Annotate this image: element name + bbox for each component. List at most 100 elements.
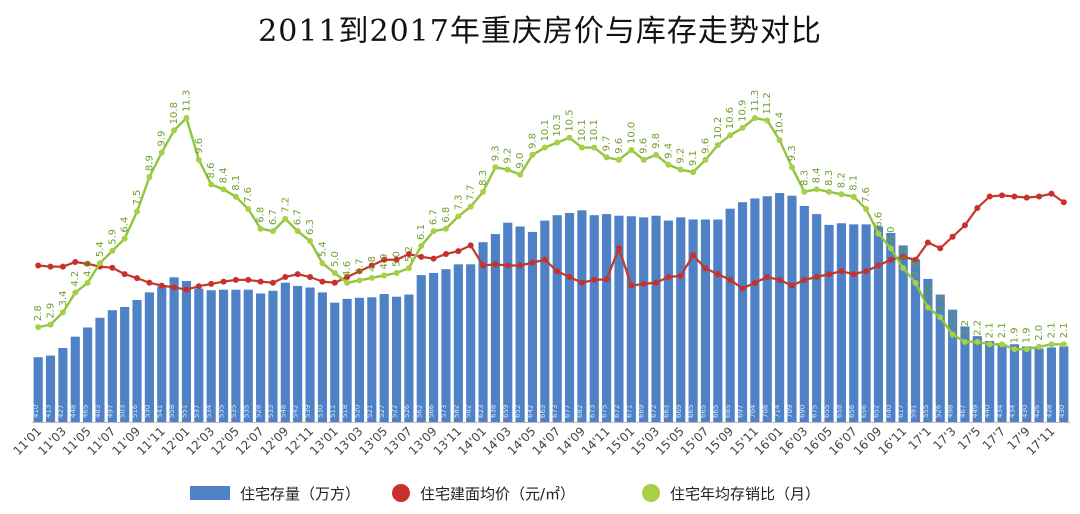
ratio-point-11'02 bbox=[47, 321, 54, 328]
bar-11'02 bbox=[45, 355, 56, 422]
ratio-point-14'03 bbox=[504, 166, 511, 173]
ratio-value-label: 2.2 bbox=[960, 320, 971, 336]
ratio-value-label: 6.7 bbox=[293, 209, 304, 225]
ratio-point-13'05 bbox=[381, 272, 388, 279]
ratio-value-label: 9.7 bbox=[602, 135, 613, 151]
bar-value-label: 535 bbox=[242, 405, 250, 418]
ratio-point-14'05 bbox=[529, 151, 536, 158]
ratio-value-label: 9.2 bbox=[676, 148, 687, 164]
bar-16'08 bbox=[861, 224, 871, 422]
bar-labels-layer: 410 413 427 448 465 483 497 503 516 530 541 558 551 5… bbox=[32, 404, 1066, 418]
ratio-point-15'06 bbox=[690, 169, 697, 176]
bar-value-label: 714 bbox=[774, 404, 782, 418]
bar-12'12 bbox=[317, 292, 327, 422]
price-point-16'12 bbox=[912, 256, 919, 263]
ratio-point-11'11 bbox=[158, 149, 165, 156]
bar-12'06 bbox=[243, 289, 253, 422]
ratio-point-14'12 bbox=[615, 156, 622, 163]
ratio-value-label: 9.1 bbox=[688, 150, 699, 166]
bar-value-label: 449 bbox=[971, 405, 979, 418]
price-point-13'02 bbox=[344, 274, 351, 280]
price-point-14'05 bbox=[529, 259, 536, 266]
ratio-point-12'02 bbox=[195, 156, 202, 163]
bar-14'07 bbox=[552, 215, 562, 422]
ratio-point-17'4 bbox=[961, 338, 968, 345]
bar-12'05 bbox=[231, 289, 241, 422]
ratio-point-13'10 bbox=[442, 225, 449, 232]
ratio-point-12'09 bbox=[282, 215, 289, 222]
bar-11'01 bbox=[33, 357, 43, 422]
bar-16'07 bbox=[849, 224, 859, 422]
bar-value-label: 467 bbox=[959, 405, 967, 418]
price-point-13'08 bbox=[418, 253, 425, 260]
ratio-point-16'06 bbox=[838, 191, 845, 198]
bar-value-label: 665 bbox=[712, 405, 720, 418]
bar-value-label: 582 bbox=[465, 405, 473, 418]
ratio-value-label: 3.2 bbox=[935, 295, 946, 311]
ratio-value-label: 10.0 bbox=[626, 122, 637, 144]
bar-value-label: 511 bbox=[329, 405, 337, 418]
price-point-13'06 bbox=[393, 256, 400, 263]
ratio-value-label: 4.6 bbox=[342, 261, 353, 277]
ratio-value-label: 7.6 bbox=[861, 187, 872, 203]
bar-value-label: 448 bbox=[69, 405, 77, 418]
ratio-point-11'09 bbox=[134, 208, 141, 215]
ratio-value-label: 6.4 bbox=[120, 217, 131, 233]
ratio-point-14'07 bbox=[554, 139, 561, 146]
bar-13'04 bbox=[367, 297, 377, 422]
ratio-value-label: 10.1 bbox=[540, 119, 551, 141]
price-point-15'07 bbox=[702, 265, 709, 272]
ratio-value-label: 9.9 bbox=[157, 131, 168, 147]
ratio-point-13'12 bbox=[467, 203, 474, 210]
bar-15'02 bbox=[639, 217, 649, 422]
ratio-value-label: 9.6 bbox=[700, 138, 711, 154]
price-point-17'8 bbox=[1011, 193, 1018, 200]
price-point-17'4 bbox=[961, 222, 968, 229]
bar-13'09 bbox=[429, 272, 439, 422]
ratio-value-label: 10.1 bbox=[577, 119, 588, 141]
x-tick-label: 16'11 bbox=[875, 424, 909, 458]
bar-11'12 bbox=[169, 277, 179, 422]
bar-14'04 bbox=[515, 226, 525, 422]
price-point-11'04 bbox=[72, 259, 79, 266]
ratio-point-15'01 bbox=[628, 147, 635, 153]
ratio-point-17'3 bbox=[949, 331, 956, 338]
bar-13'08 bbox=[416, 275, 426, 422]
bar-value-label: 526 bbox=[403, 404, 411, 418]
price-point-16'02 bbox=[788, 282, 795, 289]
ratio-value-label: 7.7 bbox=[466, 185, 477, 201]
price-point-15'06 bbox=[690, 252, 697, 259]
price-point-12'04 bbox=[220, 278, 227, 285]
price-point-15'05 bbox=[677, 272, 684, 279]
bar-15'09 bbox=[725, 208, 735, 422]
bar-value-label: 528 bbox=[255, 405, 263, 418]
bar-12'09 bbox=[280, 282, 290, 422]
price-point-11'10 bbox=[146, 279, 153, 286]
ratio-value-label: 4.7 bbox=[354, 258, 365, 274]
bar-value-label: 671 bbox=[625, 405, 633, 418]
price-point-13'05 bbox=[381, 256, 388, 263]
bar-11'04 bbox=[70, 336, 80, 422]
bar-value-label: 518 bbox=[341, 405, 349, 418]
bar-17'10 bbox=[1034, 348, 1044, 422]
bar-value-label: 542 bbox=[292, 405, 300, 418]
price-point-16'10 bbox=[887, 256, 894, 263]
ratio-point-16'11 bbox=[900, 265, 907, 272]
ratio-point-14'02 bbox=[492, 164, 499, 171]
bar-14'10 bbox=[589, 215, 599, 422]
ratio-value-label: 9.6 bbox=[639, 138, 650, 154]
ratio-value-label: 5.2 bbox=[404, 246, 415, 262]
ratio-value-label: 10.4 bbox=[775, 112, 786, 134]
ratio-value-label: 7.6 bbox=[243, 187, 254, 203]
bar-value-label: 658 bbox=[835, 405, 843, 418]
ratio-point-16'07 bbox=[850, 193, 857, 200]
bar-11'09 bbox=[132, 299, 142, 422]
bar-16'09 bbox=[873, 226, 884, 422]
bar-12'01 bbox=[181, 281, 192, 422]
ratio-value-label: 4.9 bbox=[379, 254, 390, 270]
bar-value-label: 709 bbox=[786, 405, 794, 418]
price-point-14'07 bbox=[554, 268, 561, 275]
bar-value-label: 498 bbox=[947, 405, 955, 418]
ratio-value-label: 8.6 bbox=[206, 163, 217, 179]
ratio-value-label: 2.1 bbox=[1059, 322, 1070, 338]
